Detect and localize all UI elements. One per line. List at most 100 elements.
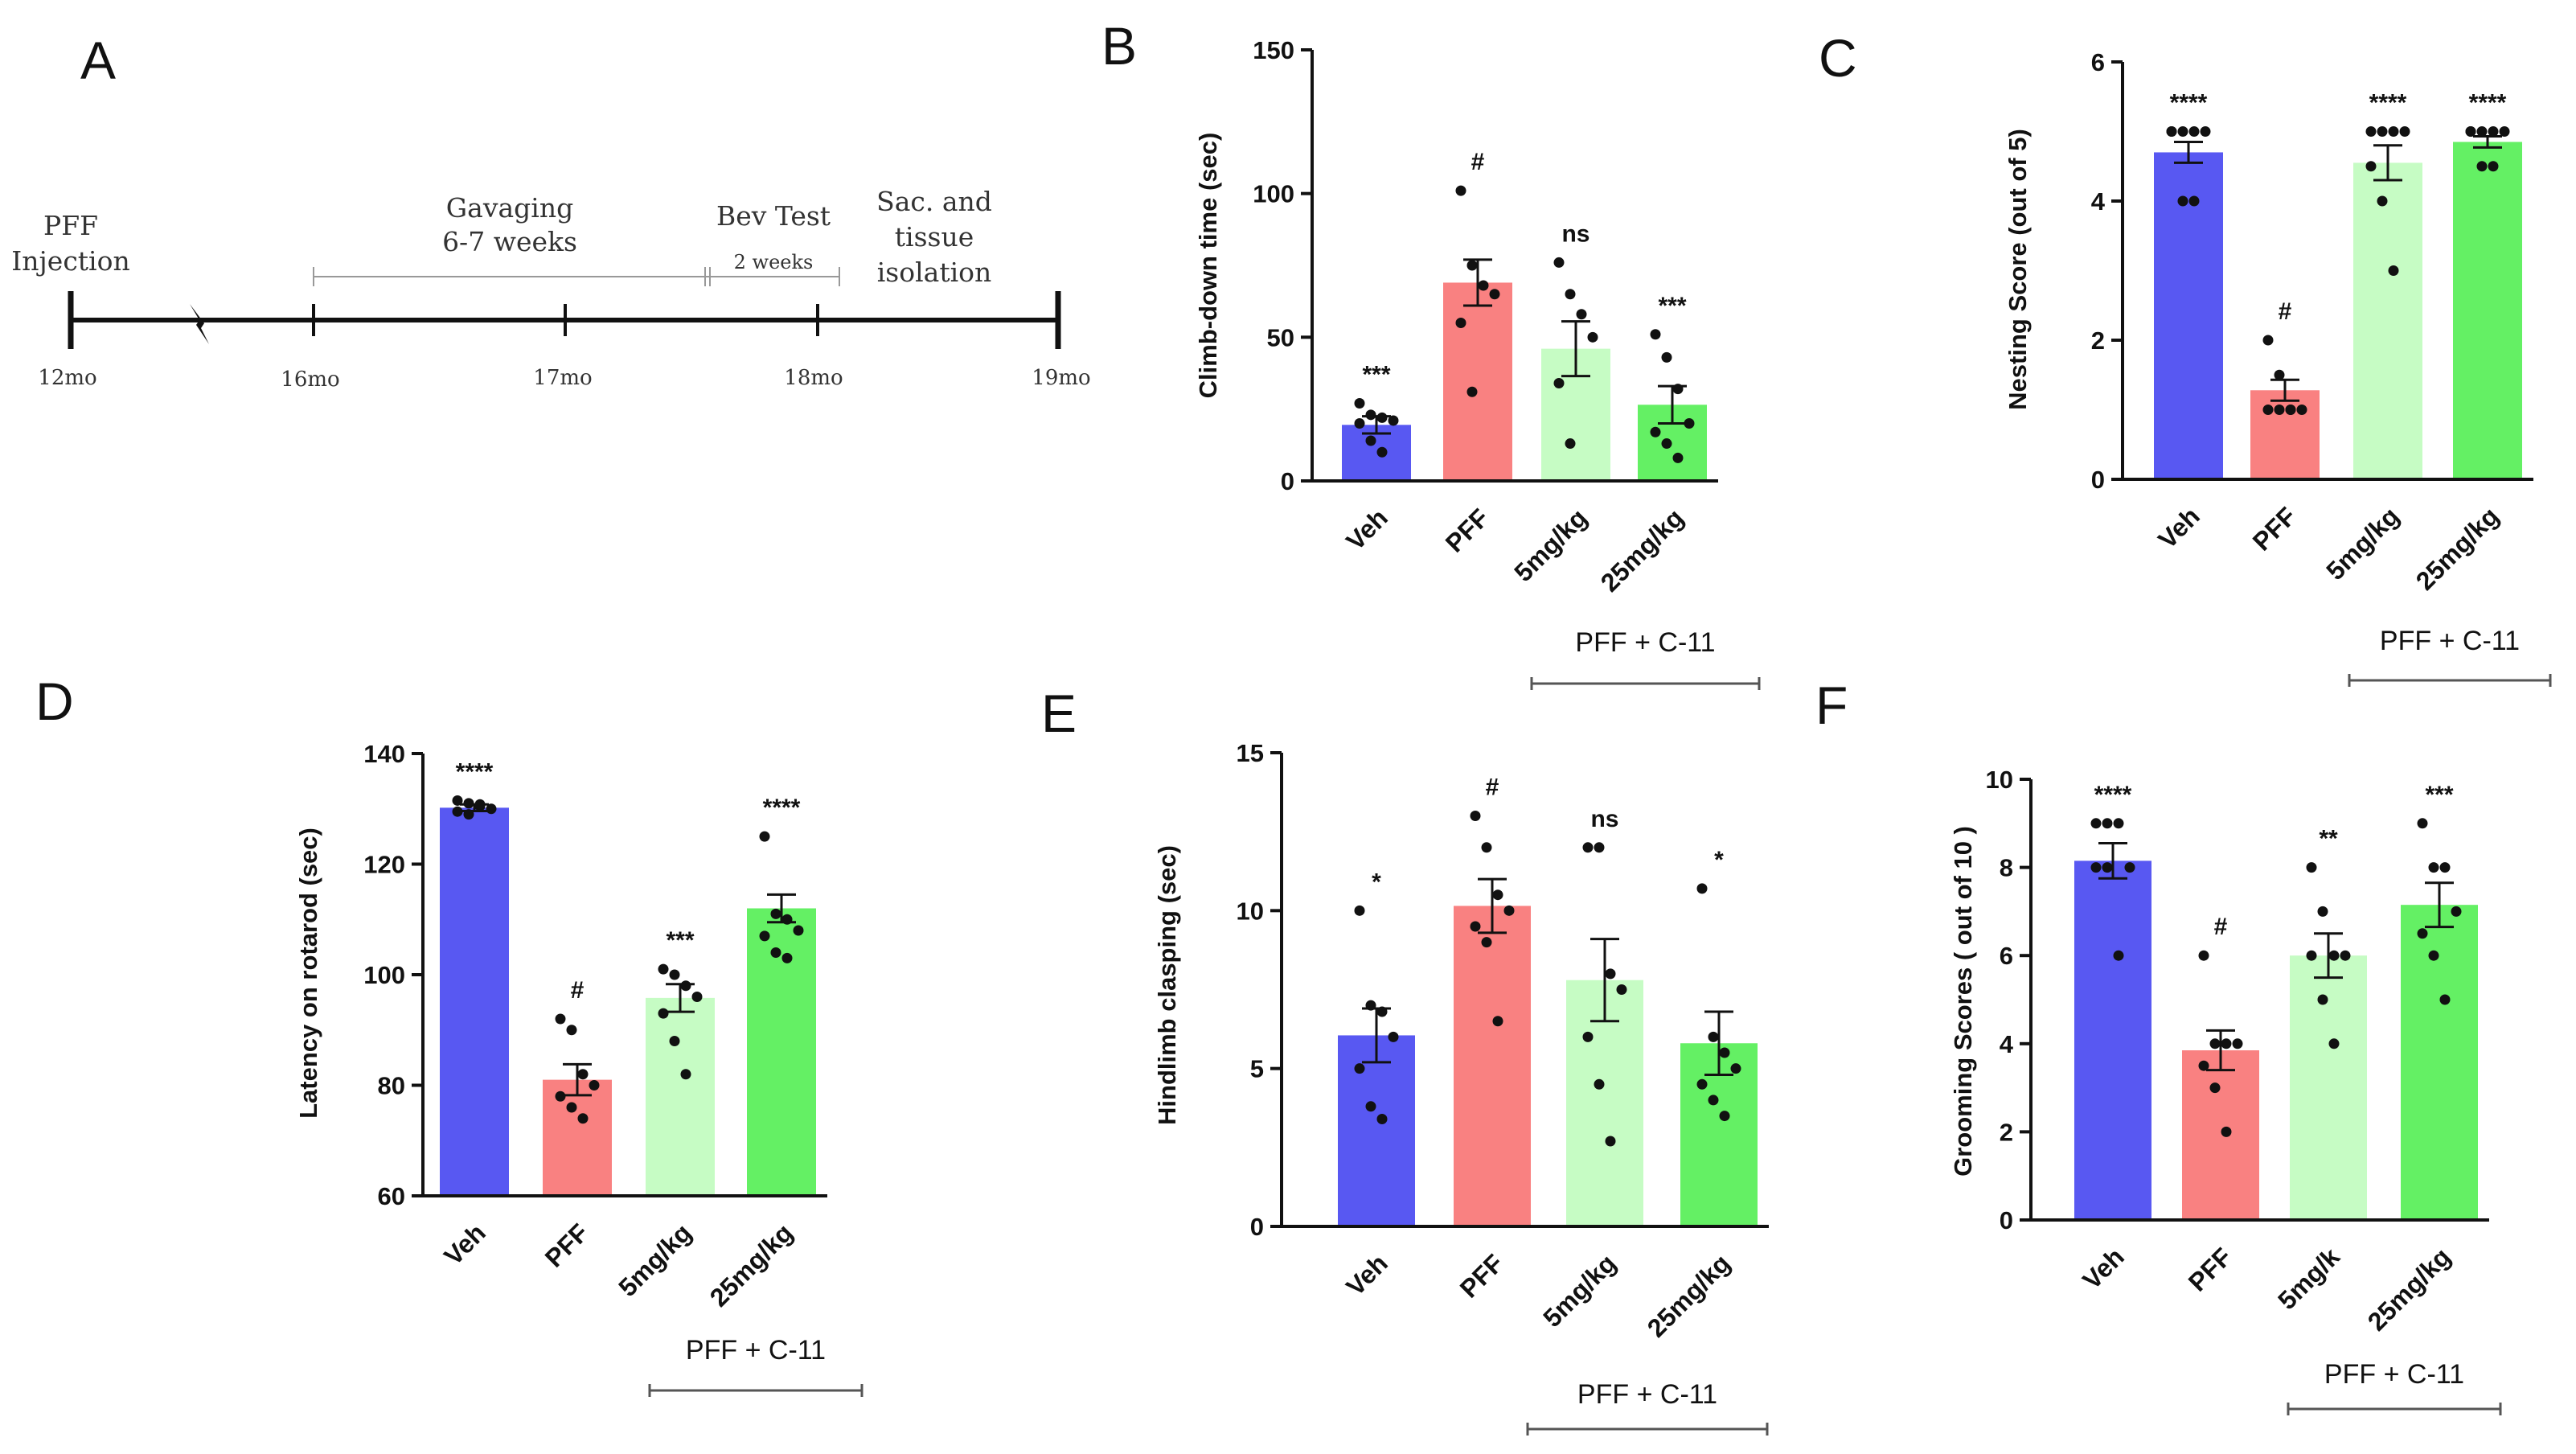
y-tick-label-f-2: 4 xyxy=(2000,1030,2014,1058)
point-d-1-4 xyxy=(555,1090,566,1102)
point-c-0-1 xyxy=(2177,126,2188,137)
sig-d-1: # xyxy=(571,977,585,1004)
point-c-0-2 xyxy=(2188,126,2200,137)
point-c-3-2 xyxy=(2488,126,2499,137)
point-f-2-4 xyxy=(2306,950,2317,961)
point-f-0-1 xyxy=(2102,818,2113,829)
point-b-2-0 xyxy=(1553,257,1565,268)
bar-d-0 xyxy=(440,807,509,1196)
point-d-0-0 xyxy=(452,795,463,806)
point-b-0-1 xyxy=(1365,409,1376,421)
category-label-e-3: 25mg/kg xyxy=(1642,1248,1736,1342)
point-b-2-3 xyxy=(1587,331,1598,343)
point-c-3-6 xyxy=(2488,161,2499,172)
point-f-0-3 xyxy=(2124,862,2135,873)
point-e-0-4 xyxy=(1354,1063,1365,1074)
y-tick-label-f-3: 6 xyxy=(2000,942,2013,970)
point-f-0-4 xyxy=(2090,862,2102,873)
point-c-0-6 xyxy=(2188,195,2200,207)
point-d-3-1 xyxy=(770,908,781,919)
point-d-0-6 xyxy=(474,799,486,810)
point-e-3-0 xyxy=(1696,883,1708,894)
point-e-1-2 xyxy=(1492,889,1503,901)
bar-e-0 xyxy=(1338,1035,1415,1226)
bar-d-1 xyxy=(543,1079,612,1196)
point-e-1-5 xyxy=(1481,937,1492,948)
point-d-1-5 xyxy=(566,1102,577,1113)
point-b-3-2 xyxy=(1672,384,1684,395)
sig-b-0: *** xyxy=(1362,362,1390,388)
sig-f-3: *** xyxy=(2425,782,2453,808)
y-tick-label-b-3: 150 xyxy=(1253,36,1294,64)
sig-d-3: **** xyxy=(763,795,801,821)
point-b-3-6 xyxy=(1672,452,1684,463)
point-d-0-5 xyxy=(463,809,474,820)
y-tick-label-f-0: 0 xyxy=(2000,1206,2013,1234)
injection-syringe-icon xyxy=(190,304,209,344)
category-label-f-2: 5mg/k xyxy=(2272,1242,2345,1315)
sig-b-3: *** xyxy=(1658,293,1686,319)
point-e-2-4 xyxy=(1582,1031,1594,1042)
point-d-2-2 xyxy=(680,980,691,992)
point-e-1-6 xyxy=(1492,1016,1503,1027)
point-f-2-0 xyxy=(2306,862,2317,873)
point-d-2-4 xyxy=(658,1008,669,1019)
y-tick-label-e-3: 15 xyxy=(1237,739,1264,767)
category-label-e-2: 5mg/kg xyxy=(1537,1248,1622,1333)
point-d-3-0 xyxy=(759,831,770,842)
sig-c-1: # xyxy=(2279,298,2292,325)
group-label-d: PFF + C-11 xyxy=(686,1335,826,1366)
sig-f-1: # xyxy=(2214,914,2228,940)
y-tick-label-b-1: 50 xyxy=(1267,323,1294,351)
sig-d-0: **** xyxy=(456,758,494,785)
point-f-1-3 xyxy=(2232,1038,2243,1049)
point-c-2-5 xyxy=(2377,195,2388,207)
point-c-1-6 xyxy=(2285,405,2296,415)
point-c-1-3 xyxy=(2296,405,2307,415)
point-d-0-1 xyxy=(463,798,474,809)
point-d-2-5 xyxy=(669,1036,680,1046)
point-d-1-1 xyxy=(566,1025,577,1036)
y-tick-label-c-2: 4 xyxy=(2091,187,2106,216)
point-f-1-6 xyxy=(2221,1126,2232,1137)
y-tick-label-d-1: 80 xyxy=(378,1072,405,1100)
y-axis-label-c: Nesting Score (out of 5) xyxy=(2004,129,2032,410)
point-e-3-3 xyxy=(1730,1063,1741,1074)
category-label-d-1: PFF xyxy=(539,1218,594,1272)
point-d-3-3 xyxy=(793,925,804,936)
event-pff-line2: Injection xyxy=(11,245,129,277)
point-c-3-3 xyxy=(2499,126,2510,137)
point-b-3-5 xyxy=(1661,438,1672,450)
chart-rotarod: **** Veh # PFF *** 5mg/kg **** 25mg/kg 60 80 100 12… xyxy=(294,740,863,1397)
point-f-3-1 xyxy=(2428,862,2439,873)
bar-d-3 xyxy=(747,908,816,1196)
point-f-1-1 xyxy=(2209,1038,2221,1049)
point-e-0-1 xyxy=(1365,1000,1376,1011)
point-f-0-0 xyxy=(2090,818,2102,829)
sig-e-1: # xyxy=(1486,774,1499,801)
event-gavaging-line1: Gavaging xyxy=(446,192,573,224)
panel-letter-d: D xyxy=(35,672,74,731)
point-b-1-3 xyxy=(1489,289,1500,300)
point-b-0-2 xyxy=(1376,412,1388,423)
point-e-1-4 xyxy=(1470,921,1481,932)
bar-c-0 xyxy=(2154,152,2223,479)
point-e-2-6 xyxy=(1605,1136,1616,1147)
point-d-3-5 xyxy=(770,947,781,958)
panel-letter-c: C xyxy=(1819,28,1857,88)
group-label-b: PFF + C-11 xyxy=(1575,627,1715,658)
event-sac-line2: tissue xyxy=(895,221,974,253)
point-c-1-5 xyxy=(2274,405,2285,415)
point-b-0-6 xyxy=(1376,446,1388,458)
y-axis-label-e: Hindlimb clasping (sec) xyxy=(1153,845,1181,1125)
y-tick-label-c-1: 2 xyxy=(2091,327,2105,355)
point-d-1-2 xyxy=(577,1069,589,1080)
point-b-3-3 xyxy=(1684,418,1695,429)
event-pff-line1: PFF xyxy=(43,210,98,241)
chart-hindlimb: * Veh # PFF ns 5mg/kg * 25mg/kg 0 5 10 15 Hindlimb c… xyxy=(1153,739,1769,1436)
point-d-2-3 xyxy=(691,992,703,1002)
point-e-2-0 xyxy=(1582,842,1594,853)
y-axis-label-f: Grooming Scores ( out of 10 ) xyxy=(1949,826,1977,1177)
point-f-3-0 xyxy=(2417,818,2428,829)
bar-f-0 xyxy=(2074,860,2151,1220)
